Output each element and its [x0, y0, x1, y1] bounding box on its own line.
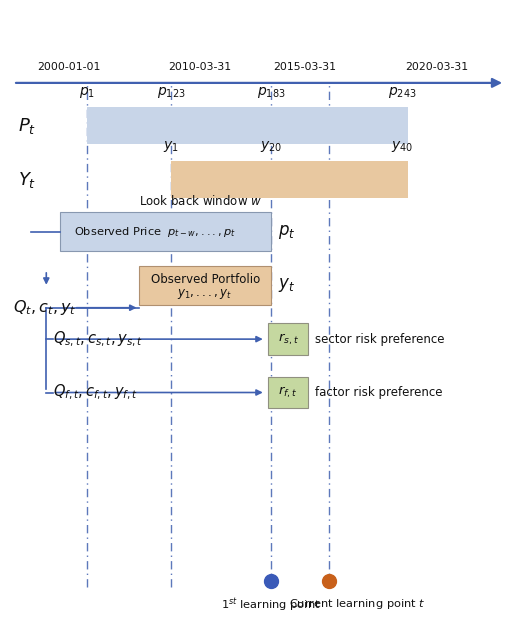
Text: $y_1$: $y_1$ — [163, 139, 179, 154]
Text: $1^{st}$ learning point: $1^{st}$ learning point — [221, 597, 321, 614]
Bar — [268, 323, 308, 355]
Bar — [139, 266, 271, 305]
Text: 2020-03-31: 2020-03-31 — [405, 62, 468, 72]
Text: Observed Portfolio: Observed Portfolio — [150, 273, 260, 286]
Text: Look back window $w$: Look back window $w$ — [139, 195, 262, 208]
Bar — [268, 377, 308, 408]
Text: $p_{123}$: $p_{123}$ — [157, 85, 185, 100]
Text: factor risk preference: factor risk preference — [315, 386, 442, 399]
Text: $p_t$: $p_t$ — [278, 223, 295, 241]
Text: Current learning point $t$: Current learning point $t$ — [289, 597, 426, 610]
Text: sector risk preference: sector risk preference — [315, 333, 444, 345]
Text: 2000-01-01: 2000-01-01 — [37, 62, 100, 72]
Text: $p_1$: $p_1$ — [79, 85, 95, 100]
Text: $p_{243}$: $p_{243}$ — [388, 85, 417, 100]
Text: Observed Price  $p_{t-w},..., p_t$: Observed Price $p_{t-w},..., p_t$ — [74, 225, 236, 239]
Text: $y_1, ..., y_t$: $y_1, ..., y_t$ — [177, 286, 233, 301]
Text: 2015-03-31: 2015-03-31 — [274, 62, 337, 72]
Text: $Q_{f,t}, c_{f,t}, y_{f,t}$: $Q_{f,t}, c_{f,t}, y_{f,t}$ — [53, 383, 138, 402]
Text: $r_{s,t}$: $r_{s,t}$ — [278, 332, 298, 347]
Text: $y_{40}$: $y_{40}$ — [391, 139, 413, 154]
Text: $Y_t$: $Y_t$ — [18, 170, 37, 190]
Text: $y_{20}$: $y_{20}$ — [260, 139, 282, 154]
Text: $Q_t, c_t, y_t$: $Q_t, c_t, y_t$ — [13, 298, 77, 317]
Text: $P_t$: $P_t$ — [18, 116, 37, 136]
Bar — [60, 212, 271, 251]
Text: $y_t$: $y_t$ — [278, 276, 295, 294]
Bar — [171, 161, 408, 198]
Text: $p_{183}$: $p_{183}$ — [257, 85, 285, 100]
Text: $Q_{s,t}, c_{s,t}, y_{s,t}$: $Q_{s,t}, c_{s,t}, y_{s,t}$ — [53, 330, 143, 349]
Bar — [87, 107, 408, 144]
Text: 2010-03-31: 2010-03-31 — [168, 62, 231, 72]
Text: $r_{f,t}$: $r_{f,t}$ — [278, 385, 298, 400]
